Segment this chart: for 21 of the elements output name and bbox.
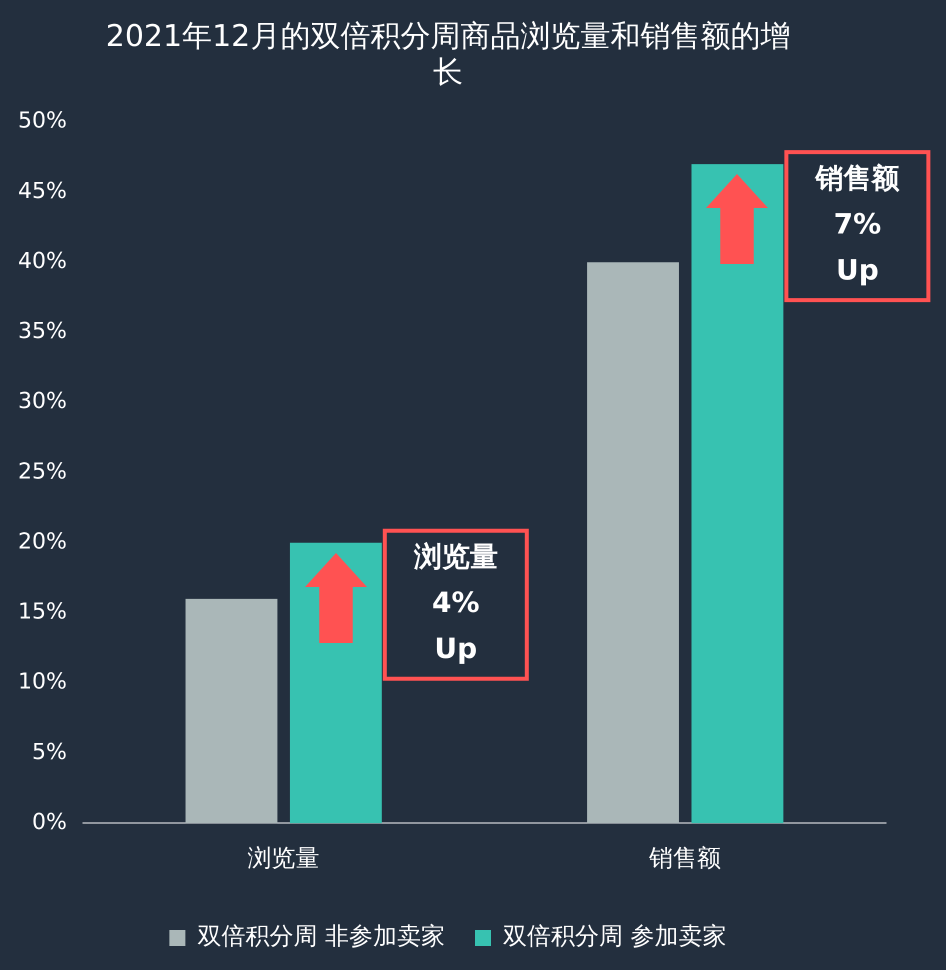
annotation: 浏览量 4% Up bbox=[412, 540, 498, 665]
bar bbox=[587, 262, 679, 824]
y-tick-label: 15% bbox=[18, 600, 67, 625]
y-tick-label: 40% bbox=[18, 248, 67, 274]
y-tick-label: 35% bbox=[18, 319, 67, 344]
y-tick-label: 50% bbox=[18, 108, 67, 134]
y-tick-label: 20% bbox=[18, 529, 67, 554]
y-tick-label: 0% bbox=[32, 810, 67, 835]
legend-label: 双倍积分周 参加卖家 bbox=[503, 922, 727, 950]
y-tick-label: 5% bbox=[32, 740, 67, 765]
x-tick-label: 浏览量 bbox=[248, 844, 320, 872]
y-tick-label: 25% bbox=[18, 459, 67, 484]
annotation: 销售额 7% Up bbox=[814, 161, 900, 286]
legend-label: 双倍积分周 非参加卖家 bbox=[197, 922, 446, 950]
bar bbox=[186, 598, 278, 824]
y-tick-label: 45% bbox=[18, 178, 67, 204]
chart-title: 2021年12月的双倍积分周商品浏览量和销售额的增长 bbox=[106, 18, 790, 90]
x-tick-label: 销售额 bbox=[648, 844, 722, 872]
bar bbox=[691, 164, 784, 824]
y-tick-label: 10% bbox=[18, 670, 67, 695]
y-tick-label: 30% bbox=[18, 389, 67, 414]
